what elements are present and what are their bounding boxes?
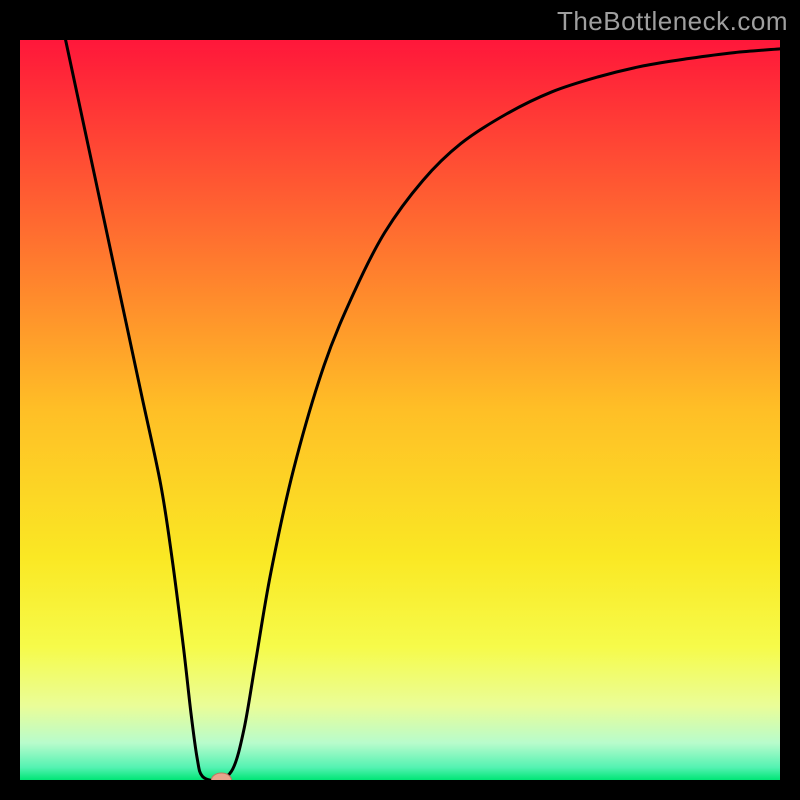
bottleneck-curve-chart bbox=[0, 0, 800, 800]
gradient-background bbox=[20, 40, 780, 780]
chart-frame: TheBottleneck.com bbox=[0, 0, 800, 800]
frame-border-top bbox=[0, 0, 800, 40]
frame-border-left bbox=[0, 0, 20, 800]
frame-border-bottom bbox=[0, 780, 800, 800]
frame-border-right bbox=[780, 0, 800, 800]
